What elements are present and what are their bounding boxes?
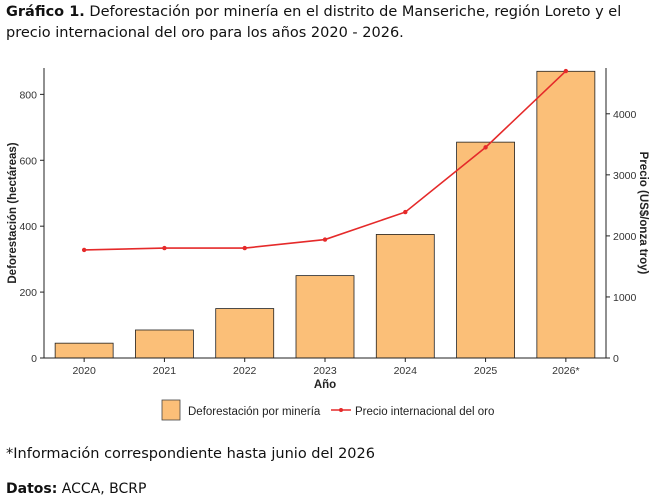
y-axis-title-left: Deforestación (hectáreas) [7,142,19,283]
source-label: Datos: [6,481,58,497]
bar [295,275,355,359]
y-right-tick-label: 3000 [613,170,637,182]
price-point [81,247,87,253]
combo-chart: 0 200 400 600 800 0 1000 2000 3000 4000 2020 2021 20… [7,68,649,421]
legend-swatch-bars [161,399,181,421]
y-left-tick-label: 0 [31,353,37,365]
y-left-tick-label: 800 [19,89,37,101]
price-point [242,245,247,251]
y-right-tick-label: 4000 [613,109,637,121]
y-left-tick-label: 600 [19,155,37,167]
price-point [403,209,408,215]
price-point [483,145,488,150]
y-left-tick-label: 200 [19,287,37,299]
y-right-tick-label: 2000 [613,231,637,243]
plot-area: 0 200 400 600 800 0 1000 2000 3000 4000 2020 2021 20… [7,68,649,391]
x-tick-label: 2022 [233,365,257,377]
bar [54,342,114,359]
bar [536,70,596,359]
x-tick-label: 2026* [552,365,579,377]
price-point [322,237,328,242]
x-tick-label: 2023 [313,365,337,377]
x-tick-label: 2021 [153,365,177,377]
caption-text: Deforestación por minería en el distrito… [6,4,622,41]
bar [215,308,275,359]
price-point [162,245,167,251]
legend-label-line: Precio internacional del oro [355,406,494,418]
chart-caption: Gráfico 1. Deforestación por minería en … [6,2,656,44]
y-right-tick-label: 1000 [613,292,637,304]
footnote: *Información correspondiente hasta junio… [6,446,375,462]
legend-label-bars: Deforestación por minería [188,406,321,418]
y-right-tick-label: 0 [613,353,619,365]
price-point [563,68,569,74]
x-axis-title: Año [314,379,336,391]
data-source: Datos: ACCA, BCRP [6,481,146,497]
bar [375,234,435,359]
y-left-tick-label: 400 [19,221,37,233]
legend-swatch-marker [339,408,343,412]
x-tick-label: 2025 [474,365,498,377]
x-tick-label: 2020 [72,365,96,377]
y-axis-title-right: Precio (US$/onza troy) [637,152,649,275]
caption-label: Gráfico 1. [6,4,85,20]
source-text: ACCA, BCRP [61,481,147,497]
x-tick-label: 2024 [394,365,418,377]
legend: Deforestación por minería Precio interna… [161,399,494,421]
bar [135,329,194,359]
bar [456,141,515,359]
